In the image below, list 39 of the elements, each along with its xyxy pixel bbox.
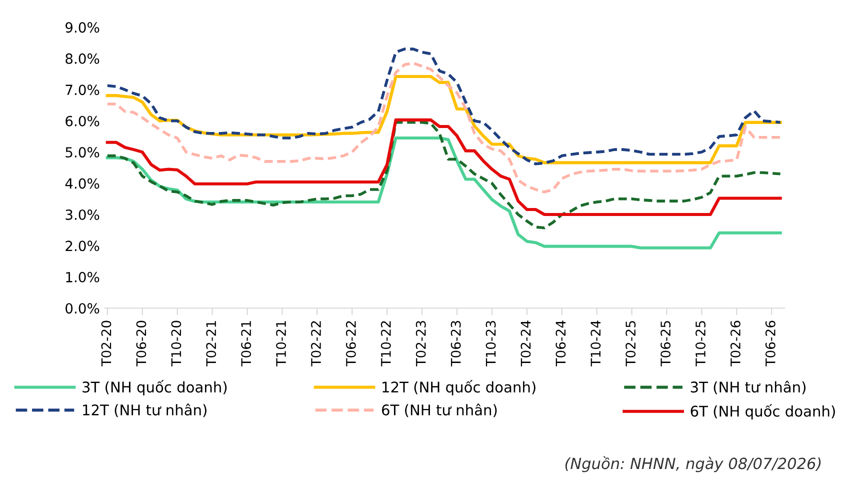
x-tick-label: T10-24 — [590, 320, 601, 366]
x-tick-label: T02-24 — [520, 320, 531, 366]
y-tick-label: 9.0% — [66, 22, 100, 33]
legend-label: 12T (NH tư nhân) — [83, 404, 206, 418]
x-tick-label: T06-23 — [450, 320, 461, 366]
x-tick-label: T02-20 — [101, 320, 112, 366]
x-tick-label: T02-22 — [311, 321, 321, 366]
x-tick-label: T10-25 — [696, 321, 706, 366]
x-tick-label: T02-25 — [626, 321, 636, 366]
x-tick-label: T06-24 — [556, 320, 566, 366]
legend-label: 3T (NH tư nhân) — [690, 380, 806, 394]
x-tick-label: T06-25 — [660, 321, 671, 366]
x-tick-label: T06-21 — [241, 321, 252, 366]
x-tick-label: T02-23 — [416, 320, 426, 366]
x-tick-label: T06-26 — [765, 320, 776, 366]
line-series — [106, 48, 782, 166]
y-tick-label: 5.0% — [66, 147, 100, 158]
x-tick-label: T06-20 — [136, 320, 146, 366]
legend-label: 3T (NH quốc doanh) — [82, 380, 227, 396]
legend-label: 12T (NH quốc doanh) — [382, 380, 536, 396]
x-tick-label: T10-22 — [380, 321, 391, 366]
y-tick-label: 4.0% — [65, 178, 100, 189]
y-tick-label: 7.0% — [66, 84, 100, 96]
x-tick-label: T02-21 — [206, 321, 216, 366]
text: (Nguồn: NHNN, ngày 08/07/2026) — [565, 456, 821, 472]
y-tick-label: 2.0% — [66, 240, 100, 252]
y-tick-label: 6.0% — [66, 116, 100, 126]
y-tick-label: 3.0% — [66, 209, 100, 220]
y-tick-label: 8.0% — [66, 53, 100, 64]
x-tick-label: T02-26 — [730, 320, 740, 366]
x-tick-label: T06-22 — [346, 321, 356, 366]
legend-label: 6T (NH quốc doanh) — [690, 404, 835, 420]
y-tick-label: 1.0% — [66, 272, 100, 282]
y-tick-label: 0.0% — [66, 303, 100, 314]
x-tick-label: T10-20 — [171, 320, 182, 366]
legend-label: 6T (NH tư nhân) — [382, 404, 497, 418]
x-tick-label: T10-23 — [486, 320, 496, 366]
x-tick-label: T10-21 — [276, 321, 286, 366]
line-series — [106, 62, 782, 194]
